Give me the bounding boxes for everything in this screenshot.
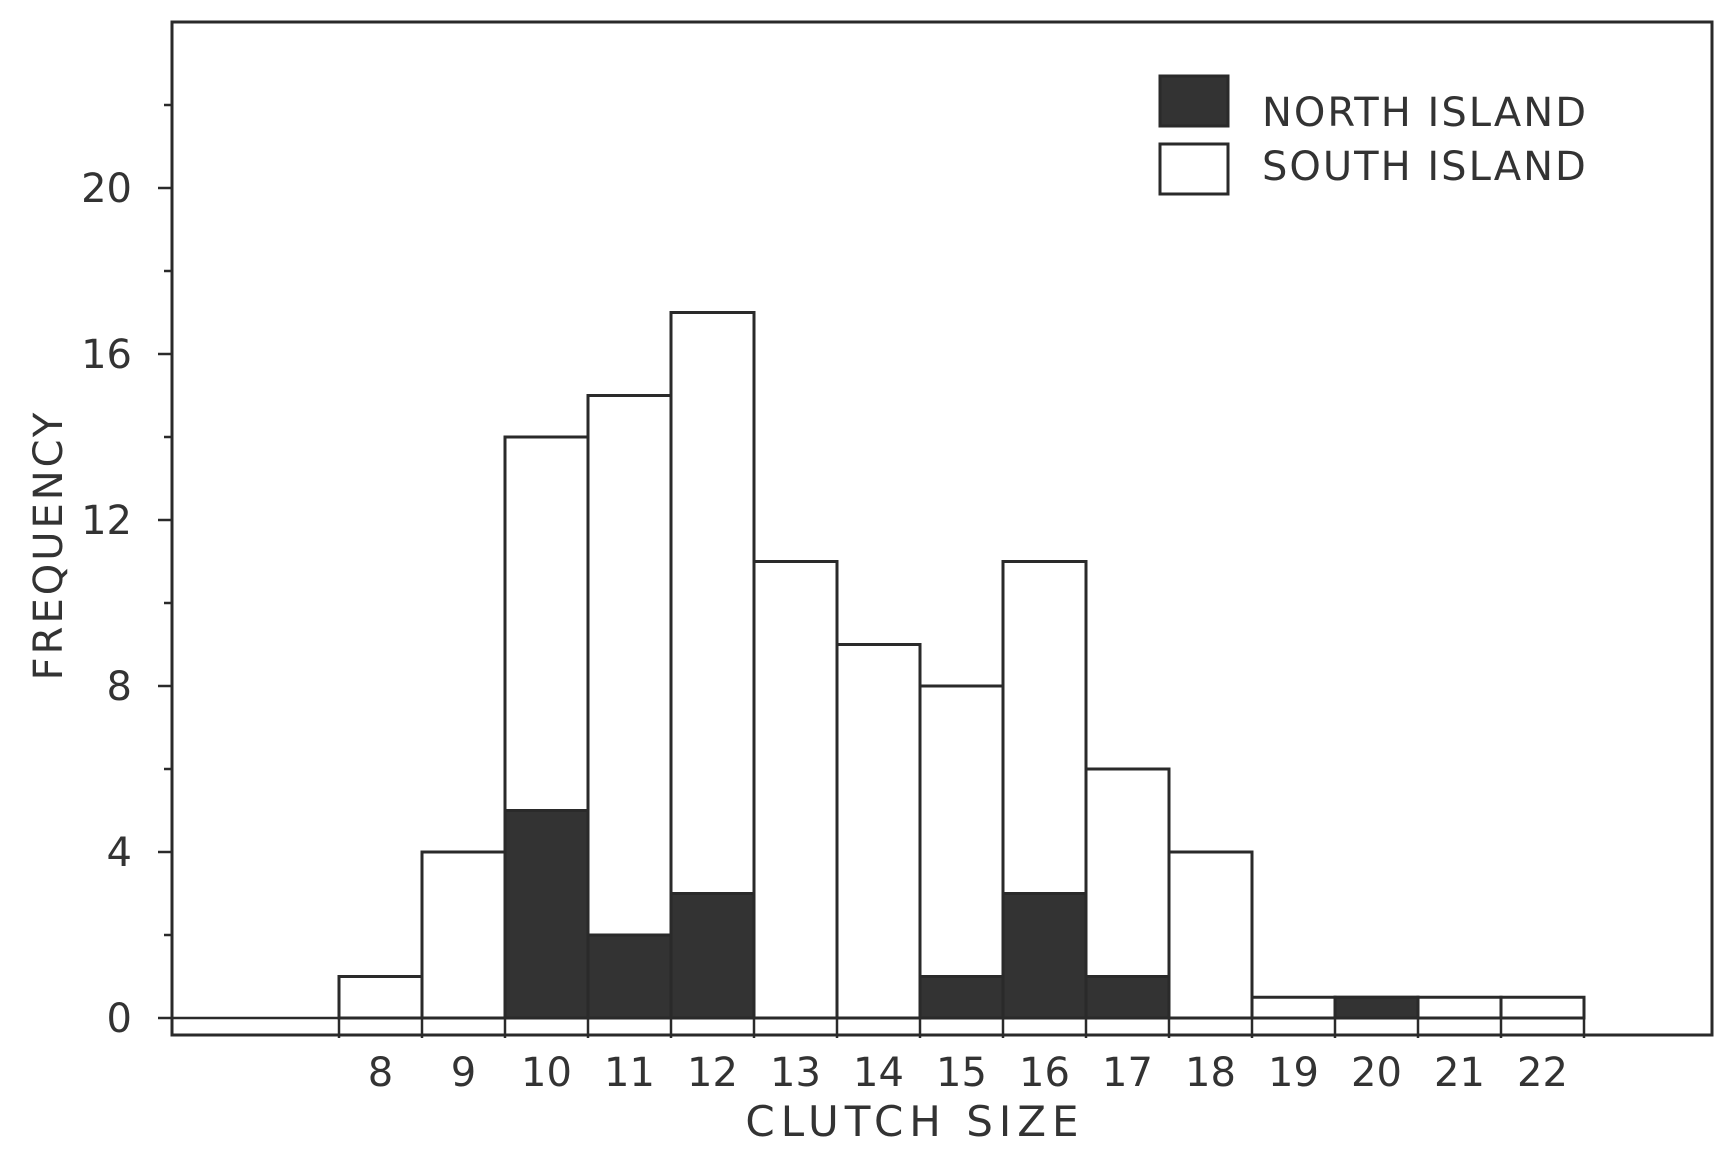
bar-south-island-21	[1416, 995, 1503, 1020]
plot-frame	[170, 20, 1714, 1037]
x-tick-label: 11	[604, 1050, 655, 1096]
x-tick-label: 8	[368, 1050, 393, 1096]
legend-label-south-island: SOUTH ISLAND	[1262, 144, 1588, 190]
legend: NORTH ISLAND SOUTH ISLAND	[1158, 74, 1588, 196]
x-tick-label: 22	[1517, 1050, 1568, 1096]
bar-south-island-19	[1250, 995, 1337, 1020]
bar-south-island-15	[918, 684, 1005, 1020]
x-tick-label: 19	[1268, 1050, 1319, 1096]
bar-south-island-22	[1499, 995, 1586, 1020]
x-tick-label: 14	[853, 1050, 904, 1096]
y-tick-label: 16	[81, 332, 132, 378]
bar-south-island-9	[420, 850, 507, 1020]
x-tick-label: 17	[1102, 1050, 1153, 1096]
x-tick-label: 21	[1434, 1050, 1485, 1096]
bar-south-island-11	[586, 394, 673, 1020]
bar-south-island-18	[1167, 850, 1254, 1020]
x-tick-label: 9	[451, 1050, 476, 1096]
bar-north-island-17	[1084, 975, 1171, 1020]
bar-north-island-15	[918, 975, 1005, 1020]
bar-north-island-12	[669, 892, 756, 1020]
y-tick-label: 4	[107, 830, 132, 876]
y-tick-label: 12	[81, 498, 132, 544]
bars-group	[337, 311, 1586, 1020]
legend-swatch-south-island	[1158, 142, 1230, 196]
x-tick-label: 18	[1185, 1050, 1236, 1096]
x-tick-label: 13	[770, 1050, 821, 1096]
x-axis-title: CLUTCH SIZE	[745, 1097, 1084, 1146]
bar-north-island-16	[1001, 892, 1088, 1020]
bar-south-island-14	[835, 643, 922, 1020]
bar-north-island-11	[586, 933, 673, 1020]
legend-label-north-island: NORTH ISLAND	[1262, 90, 1588, 136]
x-tick-label: 15	[936, 1050, 987, 1096]
x-axis: 8 9 10 11 12 13 14 15 16 17 18 19 20 21 22	[172, 1016, 1586, 1096]
x-tick-label: 10	[521, 1050, 572, 1096]
y-tick-label: 8	[107, 664, 132, 710]
bar-north-island-20	[1333, 995, 1420, 1020]
x-tick-label: 20	[1351, 1050, 1402, 1096]
bar-south-island-13	[752, 560, 839, 1020]
bar-north-island-10	[503, 809, 590, 1020]
bar-south-island-8	[337, 975, 424, 1020]
y-tick-label: 20	[81, 166, 132, 212]
y-axis: 0 4 8 12 16 20	[81, 103, 172, 1042]
x-tick-label: 16	[1019, 1050, 1070, 1096]
y-tick-label: 0	[107, 996, 132, 1042]
legend-swatch-north-island	[1158, 74, 1230, 128]
y-axis-title: FREQUENCY	[26, 410, 72, 681]
x-tick-label: 12	[687, 1050, 738, 1096]
